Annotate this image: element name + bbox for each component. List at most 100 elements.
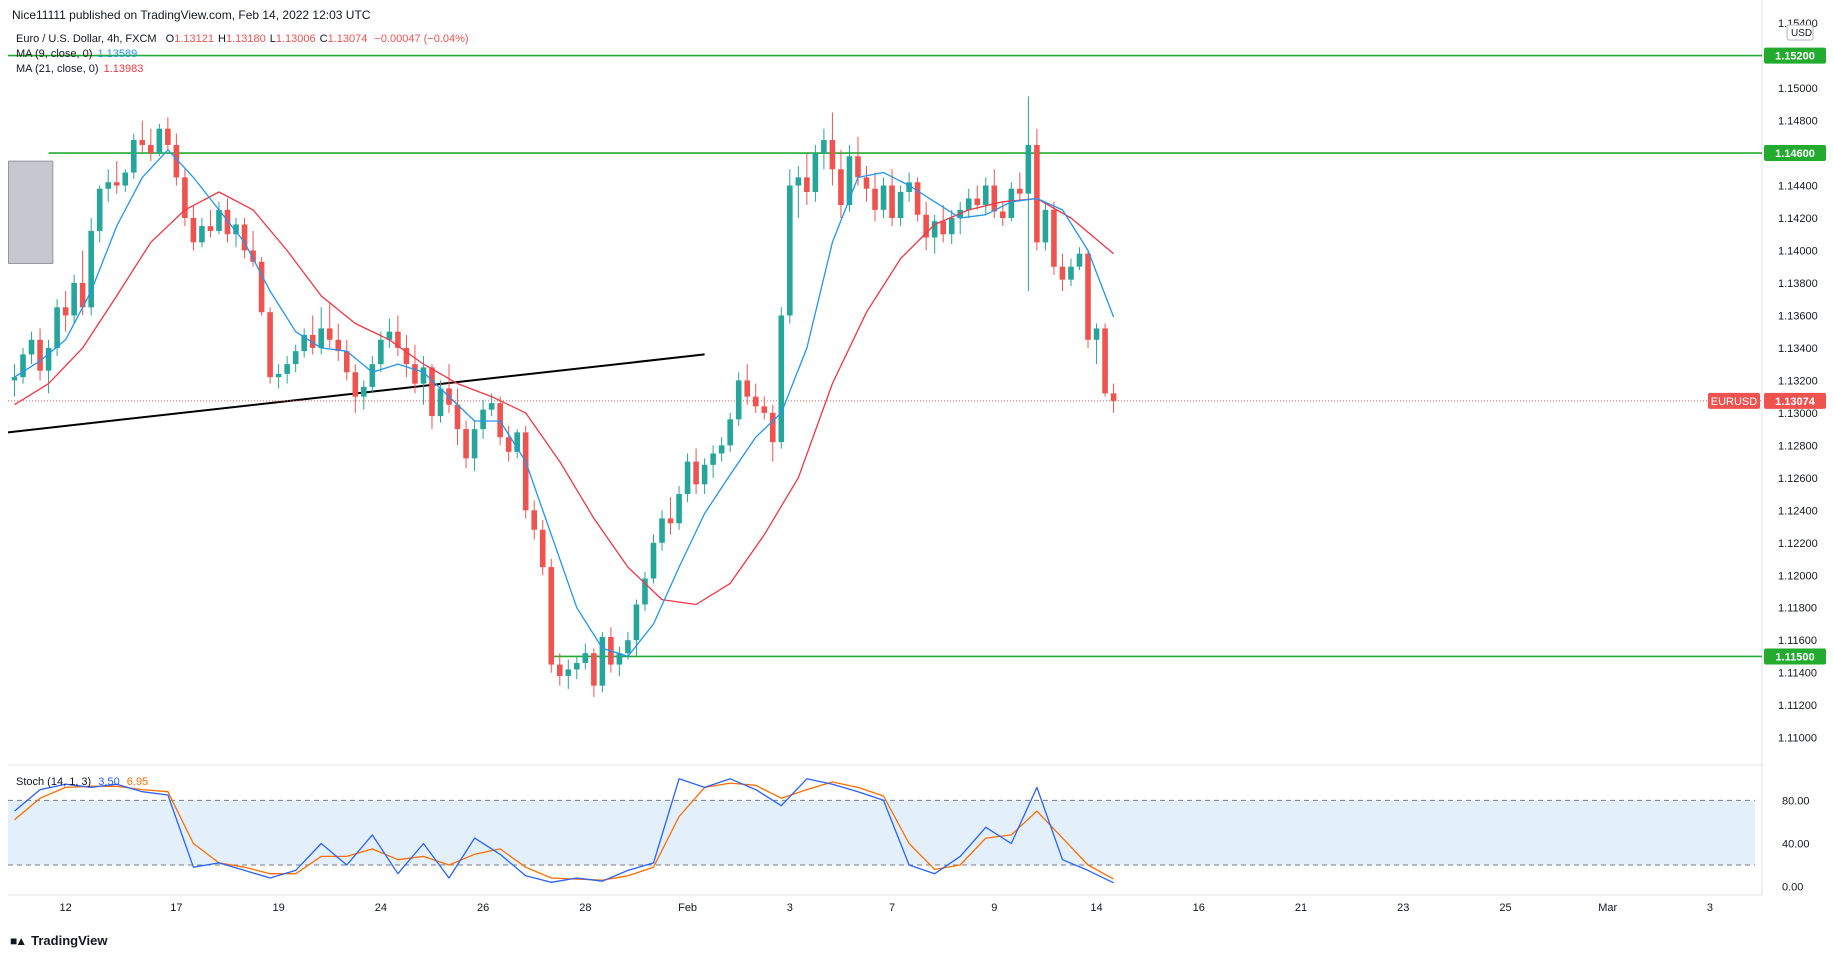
candle-20 <box>182 169 188 227</box>
candle-body <box>701 464 708 485</box>
stoch-label: Stoch (14, 1, 3) <box>16 776 92 788</box>
candle-body <box>812 153 819 193</box>
candle-55 <box>480 399 486 439</box>
candle-75 <box>650 534 657 584</box>
time-tick-label: 24 <box>375 902 387 914</box>
candle-71 <box>616 646 623 676</box>
candle-4 <box>45 339 52 394</box>
stoch-legend[interactable]: Stoch (14, 1, 3) 3.50 6.95 <box>16 776 148 788</box>
candle-body <box>1068 266 1074 280</box>
candle-body <box>531 510 538 530</box>
candle-58 <box>505 425 512 462</box>
candle-2 <box>28 331 35 365</box>
candle-95 <box>821 128 827 170</box>
candle-64 <box>556 653 563 686</box>
candle-body <box>497 403 503 438</box>
ma9-label: MA (9, close, 0) <box>16 48 93 60</box>
candle-body <box>156 128 163 154</box>
time-tick-label: 25 <box>1499 902 1511 914</box>
candle-121 <box>1042 201 1049 251</box>
currency-label: USD <box>1791 28 1812 39</box>
axes-layer[interactable]: 1.11000 1.11200 1.11400 1.11600 1.11800 1.120… <box>59 18 1817 914</box>
candle-body <box>199 226 205 243</box>
time-tick-label: 12 <box>59 902 71 914</box>
candle-body <box>412 364 418 384</box>
candle-body <box>420 367 427 384</box>
candle-14 <box>130 133 137 180</box>
candle-31 <box>275 364 282 389</box>
candle-body <box>965 198 972 210</box>
candle-body <box>574 662 580 670</box>
ohlc-values: O1.13121 H1.13180 L1.13006 C1.13074 <box>160 33 368 45</box>
candle-68 <box>591 648 597 698</box>
time-tick-label: 7 <box>889 902 895 914</box>
ma9-legend[interactable]: MA (9, close, 0) 1.13589 <box>16 48 137 60</box>
candle-body <box>1102 328 1108 394</box>
level-price-box <box>1764 47 1826 64</box>
candle-body <box>318 328 325 348</box>
candle-body <box>28 339 35 355</box>
ma9-value: 1.13589 <box>97 48 138 60</box>
level-price-text: 1.15200 <box>1775 51 1815 63</box>
candle-9 <box>88 217 94 316</box>
zone-rectangle[interactable] <box>8 160 54 264</box>
candle-body <box>480 409 486 430</box>
candle-93 <box>804 153 810 205</box>
candle-body <box>514 432 520 452</box>
candle-body <box>633 604 640 641</box>
candle-18 <box>165 117 171 150</box>
candle-66 <box>574 656 580 680</box>
candle-body <box>301 334 307 352</box>
candle-body <box>948 217 955 235</box>
candle-body <box>914 182 921 215</box>
tradingview-brand[interactable]: ■▲ TradingView <box>10 933 107 948</box>
symbol-legend[interactable]: Euro / U.S. Dollar, 4h, FXCM O1.13121 H1.… <box>16 33 469 45</box>
candle-body <box>437 388 444 417</box>
candle-73 <box>633 599 640 657</box>
candle-88 <box>761 396 768 420</box>
candle-body <box>1000 211 1006 218</box>
candle-body <box>897 192 904 218</box>
candle-body <box>505 437 512 452</box>
symbol-badge-text: EURUSD <box>1711 396 1758 408</box>
candle-body <box>113 182 120 186</box>
stochastic-lines-layer <box>14 778 1114 884</box>
candle-body <box>378 339 384 365</box>
candle-29 <box>258 256 265 316</box>
candle-123 <box>1059 253 1066 292</box>
symbol-title[interactable]: Euro / U.S. Dollar, 4h, FXCM <box>16 33 157 45</box>
brand-name: TradingView <box>31 933 108 948</box>
ma21-legend[interactable]: MA (21, close, 0) 1.13983 <box>16 63 143 75</box>
level-price-box <box>1764 648 1826 665</box>
price-tick-label: 1.14800 <box>1778 116 1818 128</box>
ohlc-o: O1.13121 <box>165 33 214 45</box>
candle-body <box>139 140 146 145</box>
candle-body <box>233 224 239 235</box>
candle-body <box>165 128 171 145</box>
price-tick-label: 1.15000 <box>1778 83 1818 95</box>
candle-body <box>361 386 367 397</box>
level-price-text: 1.11500 <box>1775 651 1814 663</box>
change-value: −0.00047 (−0.04%) <box>374 33 469 45</box>
candle-body <box>991 185 998 212</box>
candle-78 <box>676 485 682 530</box>
candle-body <box>395 331 401 348</box>
candle-body <box>284 364 290 374</box>
candle-40 <box>352 364 359 413</box>
candle-67 <box>582 643 589 670</box>
candle-body <box>804 177 810 193</box>
candle-body <box>940 221 946 235</box>
candle-104 <box>897 185 904 227</box>
candle-32 <box>284 356 290 384</box>
tradingview-logo-icon: ■▲ <box>10 934 27 948</box>
ma9-line <box>14 149 1115 658</box>
candle-body <box>241 224 248 251</box>
drawings-layer[interactable] <box>7 54 1762 658</box>
candle-body <box>1085 253 1091 340</box>
candle-body <box>454 404 461 430</box>
candle-body <box>821 140 827 154</box>
price-tick-label: 1.11800 <box>1778 603 1817 615</box>
candle-body <box>488 403 495 410</box>
candle-body <box>889 185 895 218</box>
time-tick-label: 21 <box>1295 902 1307 914</box>
